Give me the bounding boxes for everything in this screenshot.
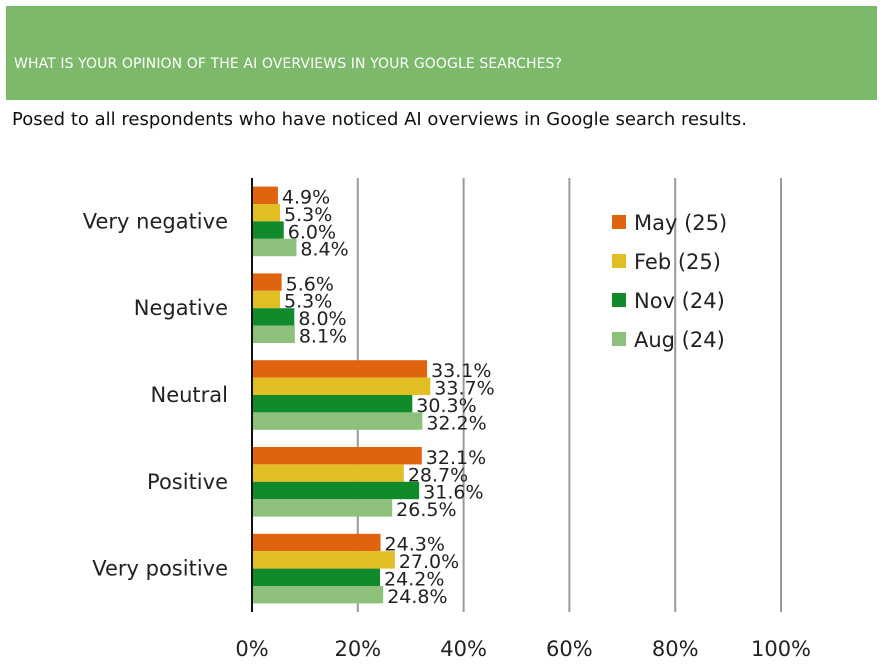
legend-swatch	[612, 254, 626, 268]
bar	[252, 499, 393, 517]
legend-swatch	[612, 293, 626, 307]
bar	[252, 186, 278, 204]
bar	[252, 238, 297, 257]
bar	[252, 533, 381, 552]
bar	[252, 412, 423, 430]
bar	[252, 586, 384, 604]
bar	[252, 447, 422, 465]
data-label: 8.0%	[298, 308, 346, 330]
data-label: 26.5%	[396, 499, 456, 521]
x-tick-label: 60%	[546, 637, 593, 661]
bar	[252, 377, 431, 395]
bar	[252, 204, 281, 222]
data-label: 31.6%	[423, 482, 483, 504]
data-label: 8.4%	[300, 239, 348, 261]
bar	[252, 568, 381, 586]
x-tick-label: 40%	[440, 637, 487, 661]
data-label: 4.9%	[282, 187, 330, 209]
data-label: 33.1%	[431, 360, 491, 382]
data-label: 28.7%	[408, 464, 468, 486]
category-label: Neutral	[150, 383, 228, 407]
data-label: 5.3%	[284, 204, 332, 226]
data-label: 32.1%	[426, 447, 486, 469]
bar	[252, 290, 281, 309]
data-label: 32.2%	[426, 412, 486, 434]
data-label: 30.3%	[416, 395, 476, 417]
bar	[252, 273, 282, 291]
data-label: 27.0%	[399, 551, 459, 573]
legend-label: May (25)	[634, 211, 727, 235]
x-tick-label: 80%	[652, 637, 699, 661]
bar	[252, 551, 395, 569]
header-banner: WHAT IS YOUR OPINION OF THE AI OVERVIEWS…	[6, 6, 877, 100]
data-label: 24.8%	[387, 586, 447, 608]
category-label: Negative	[134, 296, 228, 320]
chart-title: WHAT IS YOUR OPINION OF THE AI OVERVIEWS…	[14, 56, 563, 72]
legend-label: Aug (24)	[634, 328, 725, 352]
legend-swatch	[612, 215, 626, 229]
data-label: 5.6%	[286, 273, 334, 295]
x-tick-label: 100%	[751, 637, 811, 661]
bar	[252, 481, 420, 500]
bar	[252, 464, 404, 482]
legend-label: Feb (25)	[634, 250, 721, 274]
legend-swatch	[612, 332, 626, 346]
bar	[252, 308, 295, 326]
data-label: 24.3%	[385, 534, 445, 556]
data-label: 33.7%	[434, 378, 494, 400]
data-label: 8.1%	[299, 326, 347, 348]
category-label: Positive	[147, 470, 228, 494]
data-label: 24.2%	[384, 569, 444, 591]
x-tick-label: 20%	[334, 637, 381, 661]
category-label: Very negative	[83, 209, 228, 233]
data-label: 6.0%	[288, 221, 336, 243]
category-label: Very positive	[92, 557, 228, 581]
data-label: 5.3%	[284, 291, 332, 313]
x-tick-label: 0%	[235, 637, 268, 661]
bar	[252, 395, 413, 413]
legend-label: Nov (24)	[634, 289, 725, 313]
bar	[252, 325, 295, 343]
chart-subtitle: Posed to all respondents who have notice…	[12, 109, 747, 130]
bar	[252, 360, 428, 378]
bar	[252, 221, 284, 239]
